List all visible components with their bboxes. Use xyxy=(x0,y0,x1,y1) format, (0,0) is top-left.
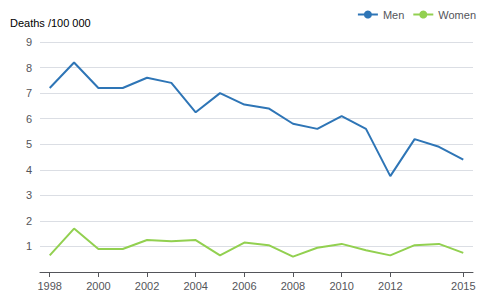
svg-text:2004: 2004 xyxy=(183,280,207,292)
svg-text:2000: 2000 xyxy=(86,280,110,292)
svg-text:5: 5 xyxy=(26,138,32,150)
svg-text:2: 2 xyxy=(26,215,32,227)
svg-text:2012: 2012 xyxy=(378,280,402,292)
svg-text:8: 8 xyxy=(26,62,32,74)
svg-text:Men: Men xyxy=(383,9,404,21)
svg-text:1998: 1998 xyxy=(37,280,61,292)
svg-text:2002: 2002 xyxy=(135,280,159,292)
svg-text:6: 6 xyxy=(26,113,32,125)
svg-text:9: 9 xyxy=(26,36,32,48)
svg-text:2015: 2015 xyxy=(451,280,475,292)
svg-text:2010: 2010 xyxy=(329,280,353,292)
svg-text:Deaths /100 000: Deaths /100 000 xyxy=(10,17,91,29)
svg-text:7: 7 xyxy=(26,87,32,99)
svg-text:Women: Women xyxy=(438,9,476,21)
svg-text:2006: 2006 xyxy=(232,280,256,292)
svg-text:2008: 2008 xyxy=(281,280,305,292)
svg-text:3: 3 xyxy=(26,189,32,201)
svg-text:4: 4 xyxy=(26,164,32,176)
svg-text:1: 1 xyxy=(26,240,32,252)
